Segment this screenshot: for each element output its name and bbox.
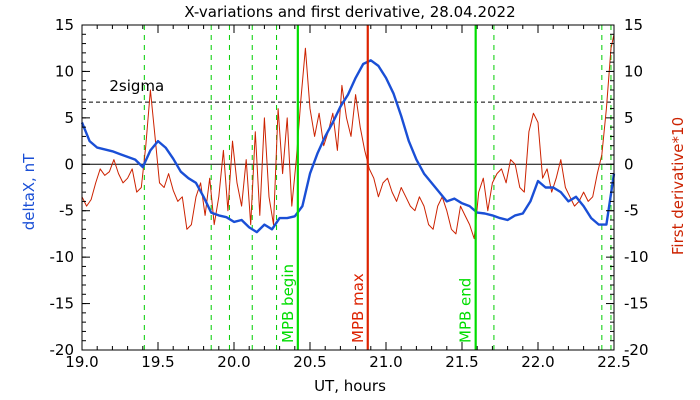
y-right-tick-label-4: -5 xyxy=(624,202,639,220)
y-right-tick-label-5: -10 xyxy=(624,248,649,266)
x-tick-label-1: 19.5 xyxy=(141,353,174,371)
x-tick-label-2: 20.0 xyxy=(217,353,250,371)
x-tick-label-5: 21.5 xyxy=(445,353,478,371)
threshold-label: 2sigma xyxy=(109,77,164,95)
y-left-tick-label-6: -15 xyxy=(50,295,75,313)
event-label-0: MPB begin xyxy=(279,264,297,343)
series-line-first-derivative-10 xyxy=(81,34,615,240)
right-axis-title: First derivative*10 xyxy=(669,117,687,255)
x-tick-label-0: 19.0 xyxy=(65,353,98,371)
event-label-1: MPB max xyxy=(349,273,367,343)
y-left-tick-label-1: 10 xyxy=(55,62,74,80)
series-line-deltax xyxy=(80,59,616,234)
y-left-tick-label-7: -20 xyxy=(50,341,75,359)
x-tick-label-7: 22.5 xyxy=(597,353,630,371)
x-tick-label-6: 22.0 xyxy=(521,353,554,371)
y-right-tick-label-1: 10 xyxy=(624,62,643,80)
y-right-tick-label-7: -20 xyxy=(624,341,649,359)
y-left-tick-label-2: 5 xyxy=(64,109,74,127)
y-right-tick-label-0: 15 xyxy=(624,16,643,34)
event-label-2: MPB end xyxy=(457,278,475,343)
y-left-tick-label-4: -5 xyxy=(59,202,74,220)
x-axis-title: UT, hours xyxy=(314,377,386,395)
left-axis-title: deltaX, nT xyxy=(20,153,38,230)
plot-frame xyxy=(81,24,615,351)
x-tick-label-4: 21.0 xyxy=(369,353,402,371)
y-left-tick-label-0: 15 xyxy=(55,16,74,34)
chart-title: X-variations and first derivative, 28.04… xyxy=(184,3,515,21)
x-tick-label-3: 20.5 xyxy=(293,353,326,371)
y-left-tick-label-5: -10 xyxy=(50,248,75,266)
y-right-tick-label-3: 0 xyxy=(624,155,634,173)
y-left-tick-label-3: 0 xyxy=(64,155,74,173)
y-right-tick-label-2: 5 xyxy=(624,109,634,127)
y-right-tick-label-6: -15 xyxy=(624,295,649,313)
